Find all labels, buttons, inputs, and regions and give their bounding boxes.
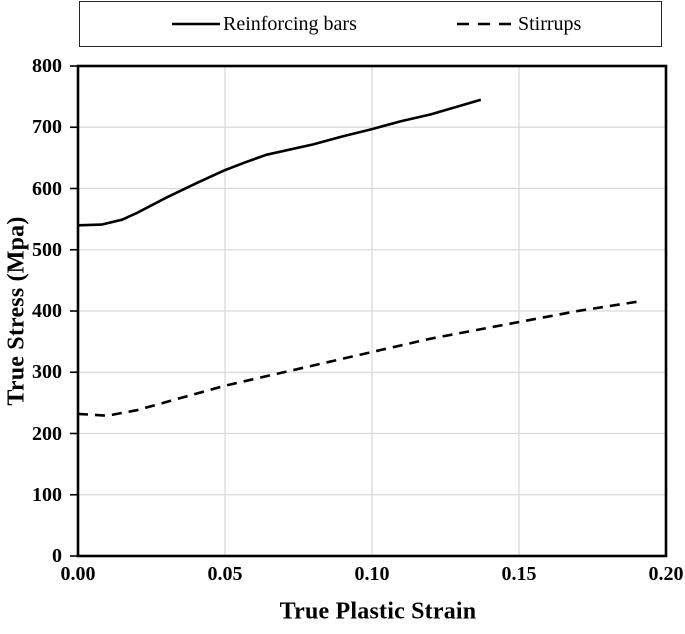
- plot-border: [76, 64, 668, 558]
- x-tick-label-0.05: 0.05: [207, 563, 243, 585]
- y-tick-label-600: 600: [32, 177, 62, 200]
- y-tick-label-300: 300: [32, 361, 62, 384]
- x-tick-label-0.15: 0.15: [501, 563, 537, 585]
- y-tick-label-200: 200: [32, 422, 62, 445]
- x-axis-title: True Plastic Strain: [279, 598, 477, 625]
- y-tick-label-700: 700: [32, 116, 62, 139]
- legend: Reinforcing bars Stirrups: [79, 1, 662, 47]
- legend-label-stirrups: Stirrups: [518, 12, 582, 35]
- y-tick-label-800: 800: [32, 55, 62, 77]
- legend-item-reinforcing-bars: Reinforcing bars: [172, 2, 357, 46]
- x-tick-label-0.20: 0.20: [648, 563, 684, 585]
- y-tick-label-0: 0: [52, 545, 62, 567]
- dashed-line-icon: [457, 22, 515, 26]
- legend-label-reinforcing-bars: Reinforcing bars: [223, 12, 357, 35]
- solid-line-icon: [172, 22, 220, 26]
- y-tick-label-400: 400: [32, 300, 62, 322]
- y-tick-label-500: 500: [32, 238, 62, 261]
- x-tick-label-0.10: 0.10: [354, 563, 390, 585]
- legend-item-stirrups: Stirrups: [457, 2, 581, 46]
- x-tick-label-0.00: 0.00: [60, 563, 96, 585]
- series-line-stirrups: [77, 300, 637, 418]
- y-tick-label-100: 100: [32, 483, 62, 506]
- series-line-reinforcing-bars: [77, 98, 482, 227]
